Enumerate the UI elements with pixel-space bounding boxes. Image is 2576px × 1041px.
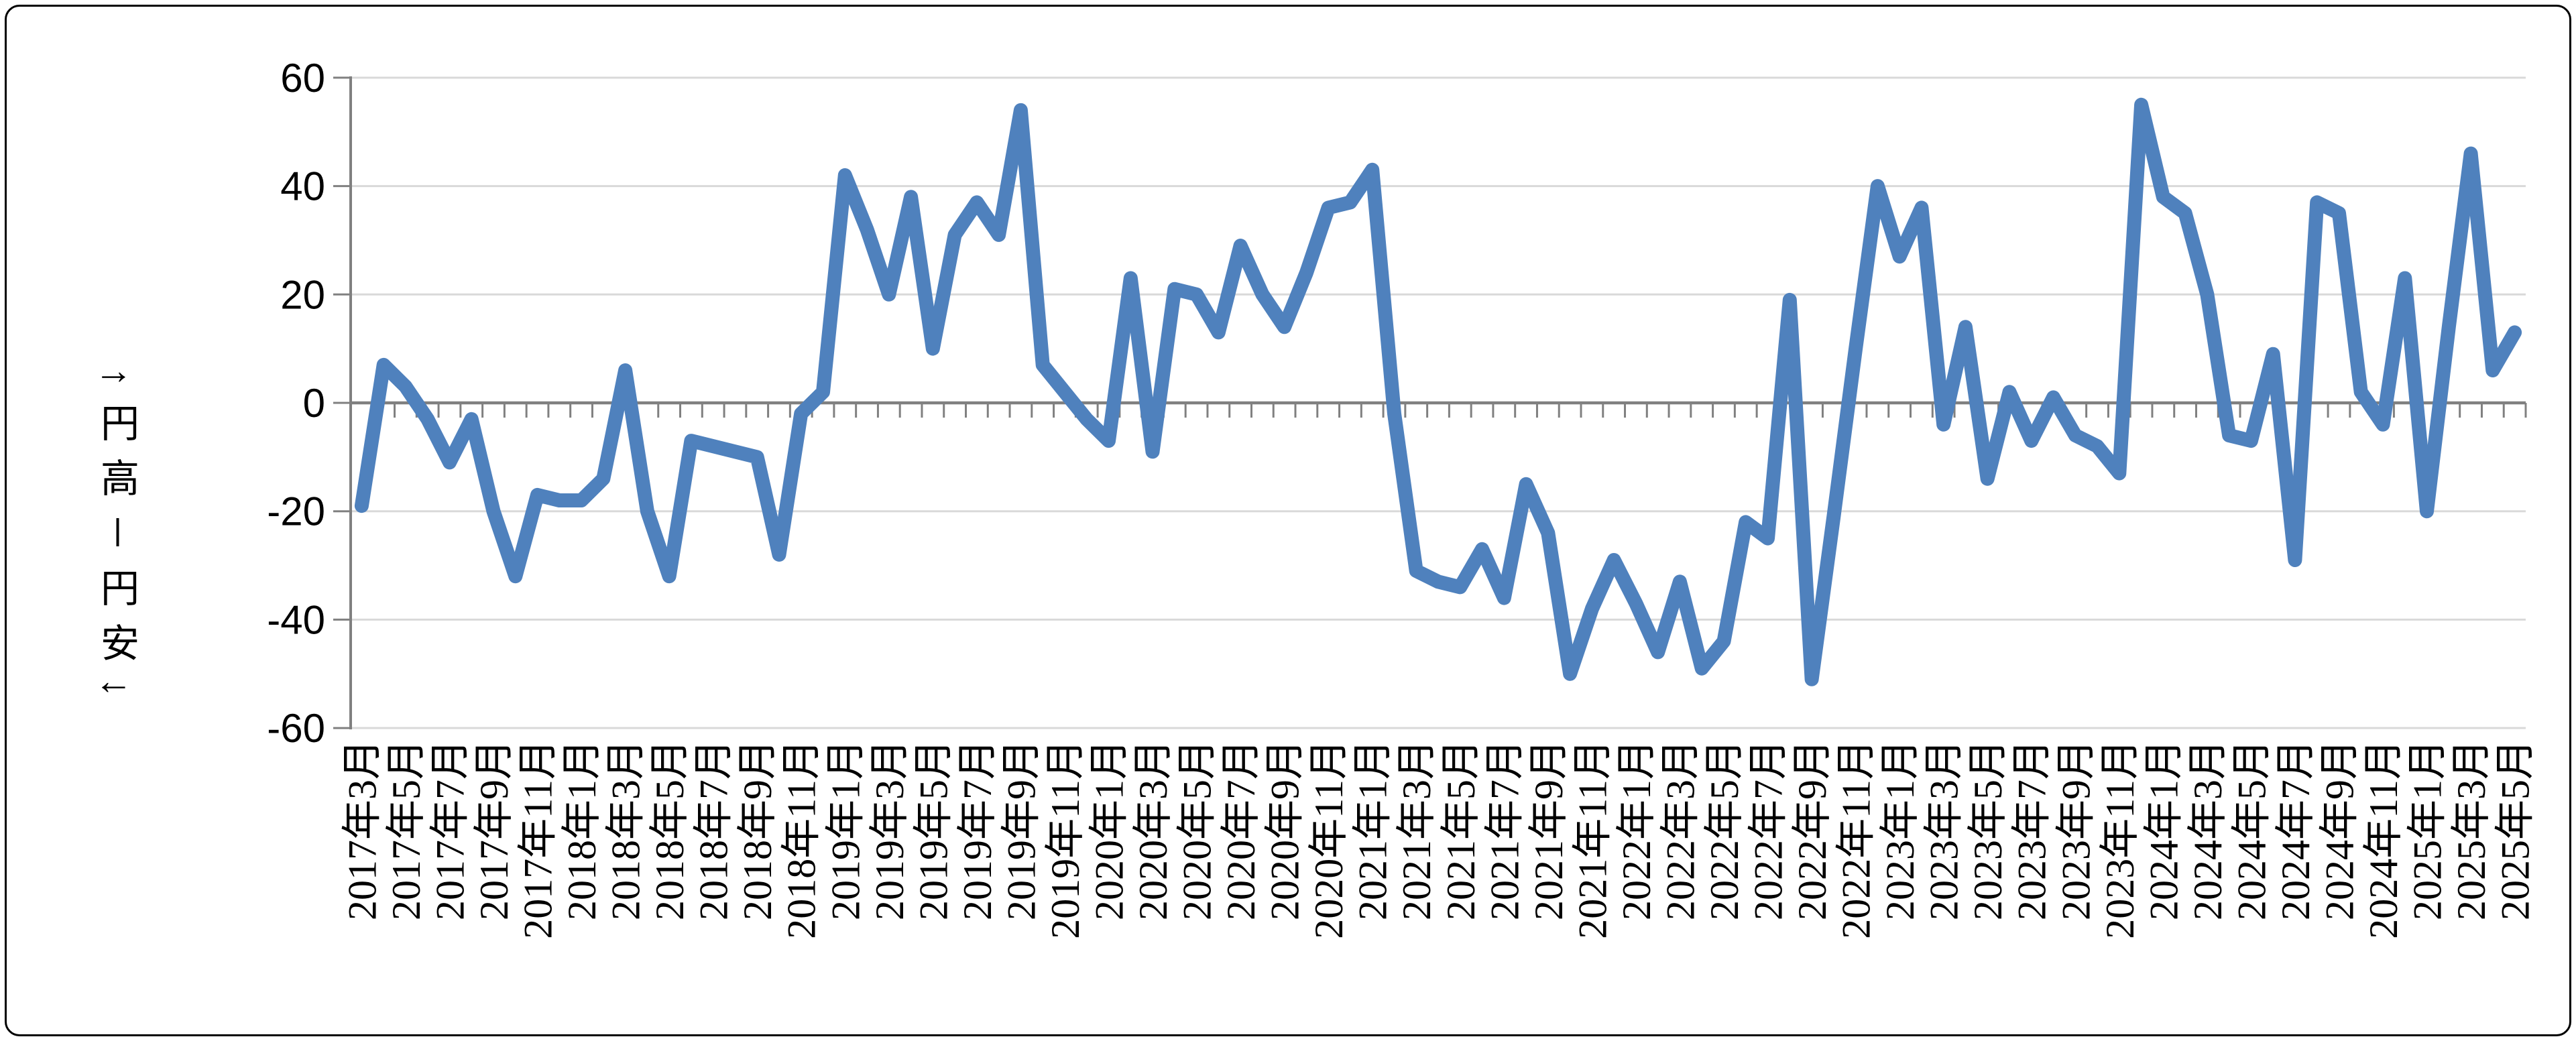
x-tick-label: 2017年11月 xyxy=(516,739,561,939)
x-tick-label: 2020年1月 xyxy=(1087,739,1131,920)
y-axis-title: ↑円高－円安↓ xyxy=(95,367,138,713)
x-tick-label: 2022年1月 xyxy=(1615,739,1659,920)
x-tick-label: 2019年3月 xyxy=(868,739,912,920)
x-tick-label: 2020年11月 xyxy=(1307,739,1351,939)
x-tick-label: 2025年5月 xyxy=(2494,739,2538,920)
y-tick-label: -40 xyxy=(267,597,325,642)
x-tick-label: 2020年5月 xyxy=(1175,739,1220,920)
y-tick-label: -60 xyxy=(267,706,325,751)
x-tick-label: 2024年11月 xyxy=(2361,739,2406,939)
x-tick-label: 2018年11月 xyxy=(780,739,824,939)
x-tick-label: 2022年5月 xyxy=(1702,739,1747,920)
x-tick-label: 2018年7月 xyxy=(692,739,736,920)
x-tick-label: 2022年11月 xyxy=(1834,739,1879,939)
x-tick-label: 2019年11月 xyxy=(1043,739,1088,939)
x-tick-label: 2020年3月 xyxy=(1131,739,1175,920)
x-tick-label: 2023年7月 xyxy=(2010,739,2054,920)
x-tick-label: 2020年7月 xyxy=(1219,739,1263,920)
x-tick-label: 2024年3月 xyxy=(2186,739,2230,920)
x-tick-label: 2019年5月 xyxy=(911,739,955,920)
x-tick-label: 2021年11月 xyxy=(1570,739,1615,939)
x-tick-label: 2019年7月 xyxy=(955,739,1000,920)
y-tick-label: 40 xyxy=(280,164,325,209)
y-tick-label: 0 xyxy=(303,381,325,426)
x-tick-label: 2017年7月 xyxy=(428,739,472,920)
y-tick-label: -20 xyxy=(267,489,325,534)
x-tick-label: 2018年3月 xyxy=(604,739,648,920)
x-tick-label: 2018年9月 xyxy=(736,739,780,920)
x-tick-label: 2024年5月 xyxy=(2229,739,2274,920)
x-tick-label: 2023年5月 xyxy=(1966,739,2010,920)
y-tick-label: 60 xyxy=(280,56,325,101)
x-tick-label: 2017年3月 xyxy=(340,739,384,920)
data-series-line xyxy=(354,97,2522,686)
x-tick-label: 2023年1月 xyxy=(1878,739,1922,920)
x-tick-label: 2018年5月 xyxy=(648,739,692,920)
x-tick-label: 2019年9月 xyxy=(999,739,1043,920)
x-tick-label: 2024年7月 xyxy=(2274,739,2318,920)
x-tick-label: 2023年11月 xyxy=(2098,739,2142,939)
x-tick-label: 2025年1月 xyxy=(2406,739,2450,920)
x-tick-label: 2022年9月 xyxy=(1790,739,1834,920)
x-tick-label: 2022年7月 xyxy=(1747,739,1791,920)
y-tick-label: 20 xyxy=(280,272,325,317)
x-tick-label: 2020年9月 xyxy=(1263,739,1307,920)
x-tick-label: 2021年9月 xyxy=(1527,739,1571,920)
x-tick-label: 2017年5月 xyxy=(384,739,428,920)
x-tick-label: 2024年1月 xyxy=(2142,739,2186,920)
x-tick-label: 2022年3月 xyxy=(1658,739,1702,920)
x-tick-label: 2023年9月 xyxy=(2054,739,2098,920)
x-tick-label: 2019年1月 xyxy=(823,739,868,920)
x-tick-label: 2021年5月 xyxy=(1439,739,1483,920)
x-tick-label: 2018年1月 xyxy=(560,739,604,920)
x-tick-label: 2025年3月 xyxy=(2449,739,2494,920)
x-tick-label: 2017年9月 xyxy=(472,739,516,920)
x-tick-label: 2021年7月 xyxy=(1482,739,1527,920)
x-tick-label: 2021年1月 xyxy=(1351,739,1395,920)
x-tick-label: 2021年3月 xyxy=(1395,739,1439,920)
x-tick-label: 2023年3月 xyxy=(1922,739,1967,920)
x-tick-label: 2024年9月 xyxy=(2317,739,2361,920)
